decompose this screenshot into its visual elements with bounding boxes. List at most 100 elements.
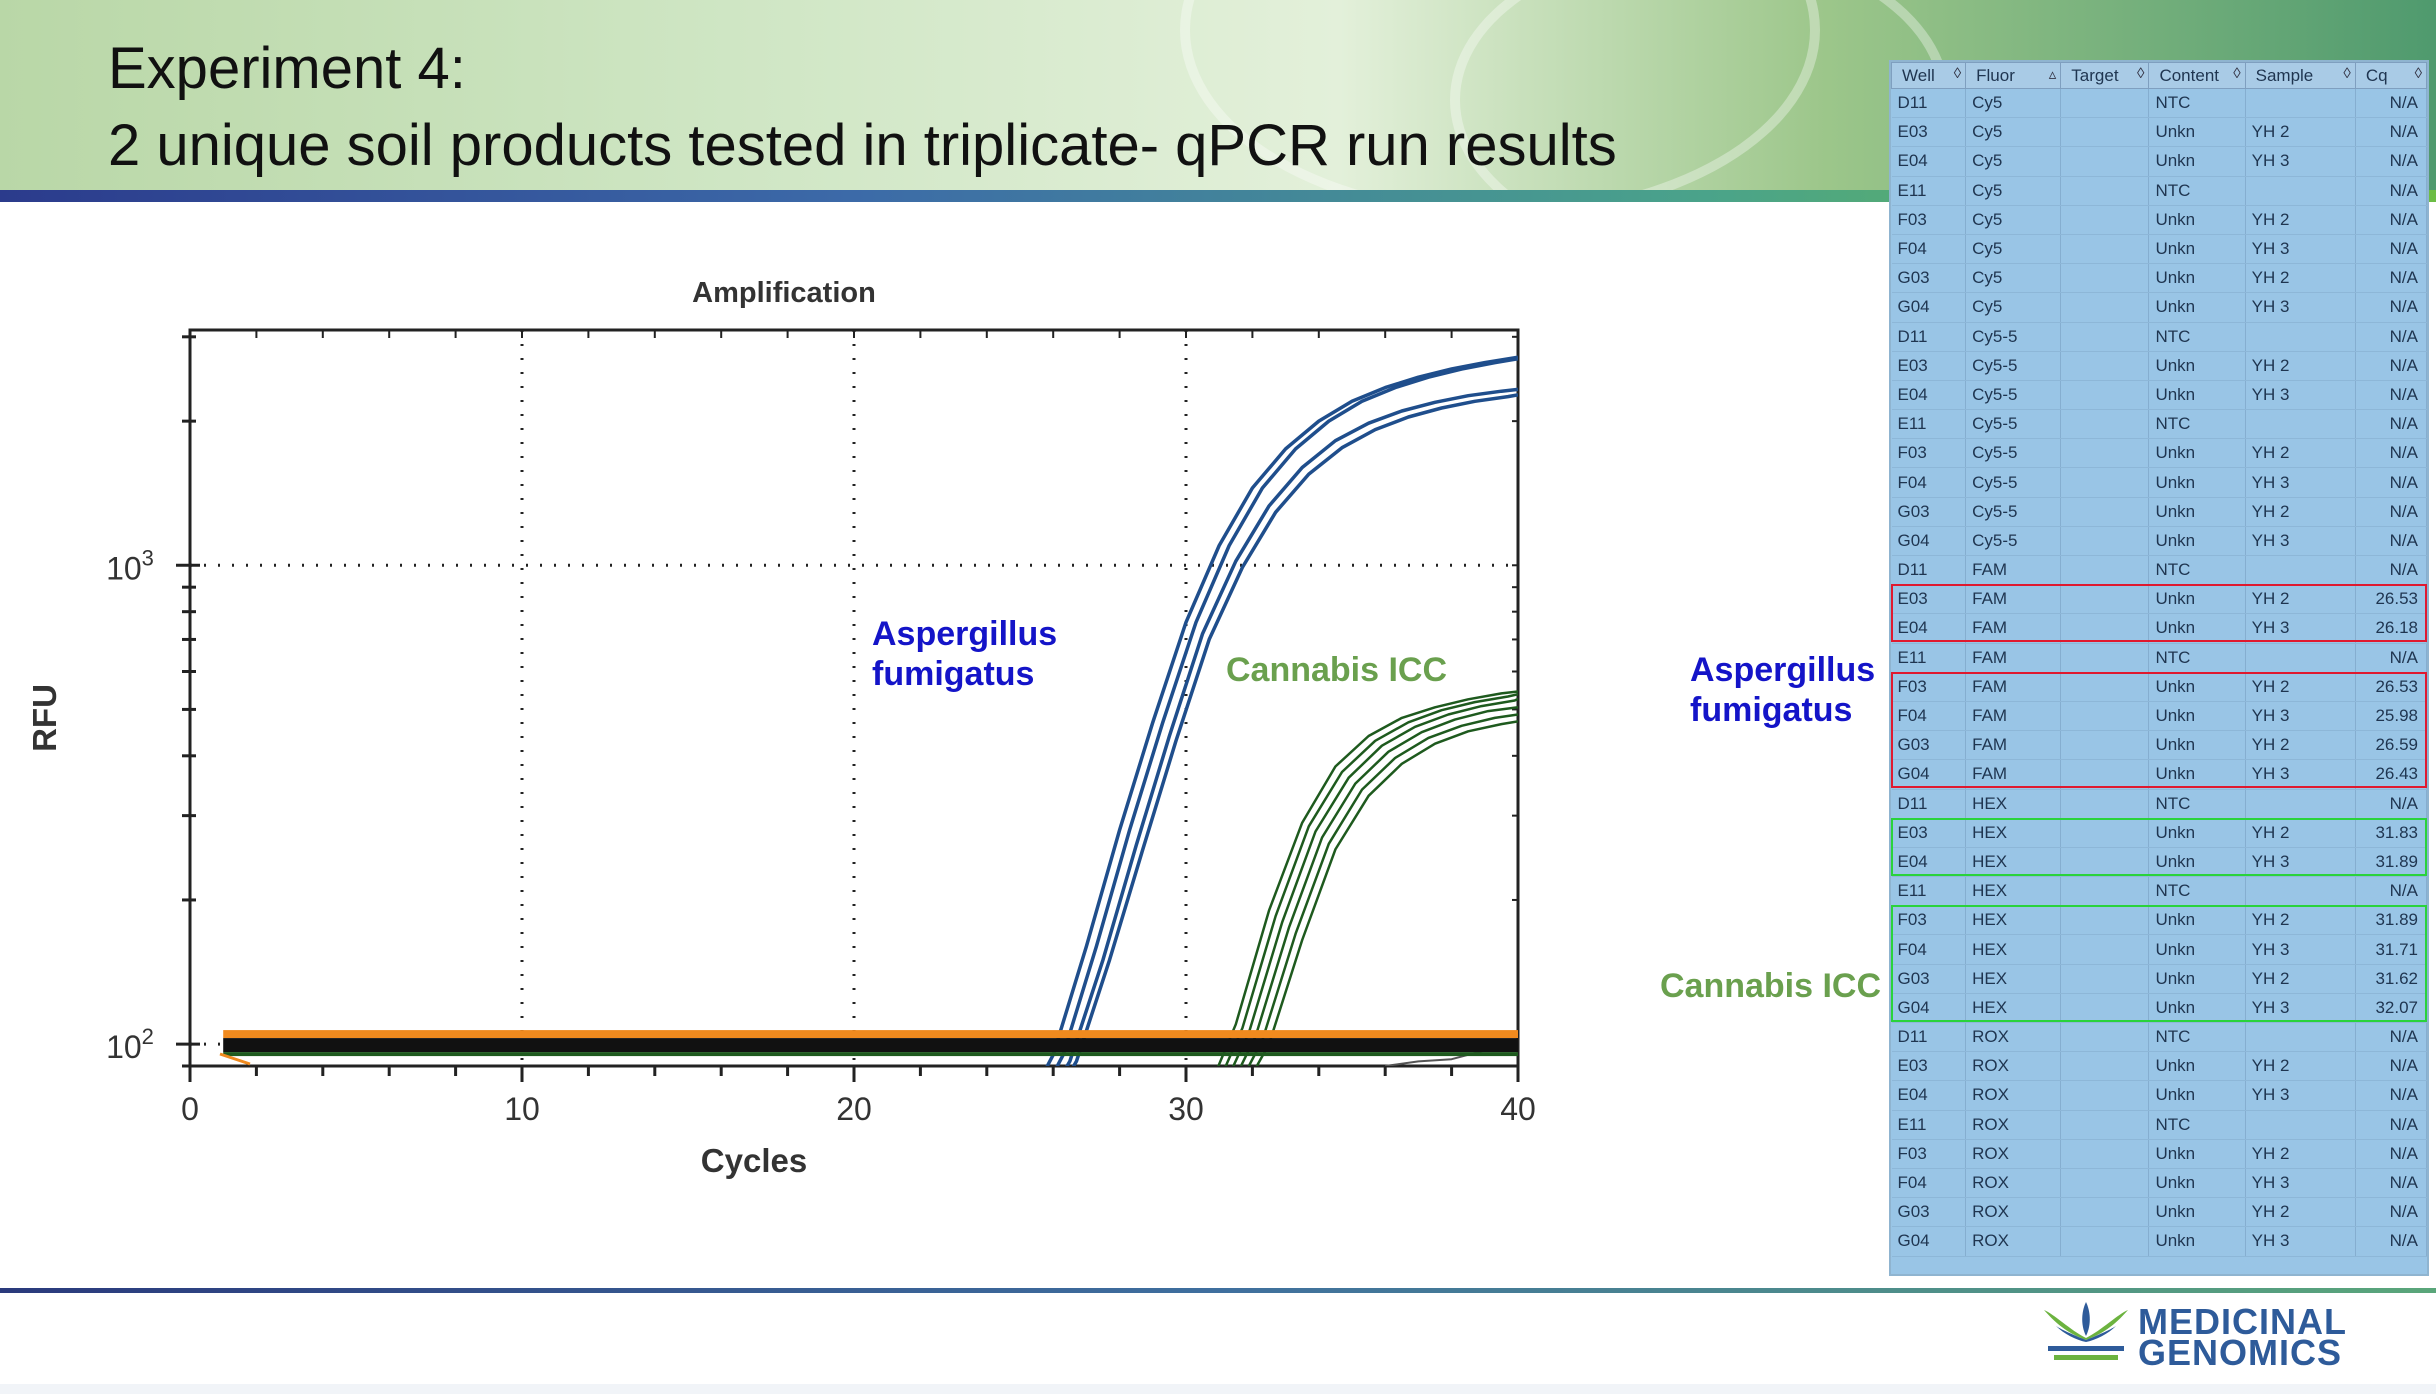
- aspergillus-table-label-line2: fumigatus: [1690, 691, 1853, 729]
- y-axis-label: RFU: [26, 684, 63, 752]
- column-header-sample[interactable]: Sample ◊: [2244, 62, 2356, 89]
- cannabis-curve: [1239, 706, 1518, 1066]
- cell-well: E04: [1891, 1080, 1967, 1111]
- x-tick-label: 20: [836, 1091, 872, 1127]
- cell-content: Unkn: [2148, 584, 2246, 615]
- table-row[interactable]: E11 FAM NTC N/A: [1891, 643, 2427, 673]
- table-row[interactable]: F04 HEX Unkn YH 3 31.71: [1891, 934, 2427, 965]
- table-row[interactable]: E04 FAM Unkn YH 3 26.18: [1891, 613, 2427, 644]
- cell-sample: YH 2: [2245, 672, 2356, 702]
- column-header-content[interactable]: Content ◊: [2148, 62, 2246, 89]
- table-row[interactable]: F03 HEX Unkn YH 2 31.89: [1891, 905, 2427, 936]
- cell-target: [2060, 146, 2150, 177]
- sort-icon[interactable]: ◊: [2414, 65, 2422, 82]
- cell-target: [2060, 438, 2150, 469]
- qpcr-results-table: Well ◊ Fluor ▵ Target ◊ Content ◊ Sample ◊ Cq ◊ D11…: [1891, 62, 2427, 1257]
- cell-content: NTC: [2148, 322, 2246, 352]
- cell-content: NTC: [2148, 176, 2246, 206]
- table-row[interactable]: D11 HEX NTC N/A: [1891, 789, 2427, 819]
- table-row[interactable]: G04 ROX Unkn YH 3 N/A: [1891, 1226, 2427, 1257]
- table-row[interactable]: F03 FAM Unkn YH 2 26.53: [1891, 672, 2427, 702]
- cell-sample: [2245, 1110, 2356, 1140]
- table-row[interactable]: F03 Cy5-5 Unkn YH 2 N/A: [1891, 438, 2427, 469]
- cell-cq: N/A: [2355, 263, 2427, 294]
- cell-well: G03: [1891, 730, 1967, 761]
- cell-target: [2060, 1139, 2150, 1169]
- cell-content: NTC: [2148, 1022, 2246, 1053]
- cell-sample: [2245, 555, 2356, 586]
- sort-icon[interactable]: ◊: [1953, 65, 1962, 82]
- sort-icon[interactable]: ▵: [2048, 66, 2057, 83]
- baseline-band-green: [223, 1052, 1518, 1057]
- sort-icon[interactable]: ◊: [2137, 65, 2145, 82]
- cell-cq: N/A: [2355, 292, 2427, 323]
- title-line-1: Experiment 4:: [108, 36, 466, 101]
- column-header-fluor[interactable]: Fluor ▵: [1965, 62, 2062, 89]
- table-row[interactable]: F04 FAM Unkn YH 3 25.98: [1891, 701, 2427, 732]
- cell-well: G04: [1891, 292, 1967, 323]
- table-row[interactable]: D11 Cy5-5 NTC N/A: [1891, 322, 2427, 352]
- table-row[interactable]: E03 HEX Unkn YH 2 31.83: [1891, 818, 2427, 848]
- table-row[interactable]: G04 Cy5-5 Unkn YH 3 N/A: [1891, 526, 2427, 557]
- cell-well: G04: [1891, 993, 1967, 1024]
- table-row[interactable]: D11 ROX NTC N/A: [1891, 1022, 2427, 1053]
- table-row[interactable]: D11 FAM NTC N/A: [1891, 555, 2427, 586]
- table-row[interactable]: E11 Cy5-5 NTC N/A: [1891, 409, 2427, 440]
- cell-sample: YH 2: [2245, 497, 2356, 527]
- cell-cq: N/A: [2355, 380, 2427, 411]
- table-row[interactable]: F04 ROX Unkn YH 3 N/A: [1891, 1168, 2427, 1199]
- cell-sample: YH 3: [2245, 292, 2356, 323]
- cell-fluor: FAM: [1965, 584, 2062, 615]
- table-row[interactable]: F03 Cy5 Unkn YH 2 N/A: [1891, 205, 2427, 235]
- table-row[interactable]: G04 Cy5 Unkn YH 3 N/A: [1891, 292, 2427, 323]
- table-row[interactable]: G03 HEX Unkn YH 2 31.62: [1891, 964, 2427, 994]
- table-row[interactable]: F04 Cy5-5 Unkn YH 3 N/A: [1891, 467, 2427, 498]
- cell-content: Unkn: [2148, 467, 2246, 498]
- cell-well: G04: [1891, 526, 1967, 557]
- table-row[interactable]: E04 Cy5 Unkn YH 3 N/A: [1891, 146, 2427, 177]
- cell-well: E03: [1891, 351, 1967, 381]
- cell-cq: 26.43: [2355, 759, 2427, 790]
- table-row[interactable]: E04 Cy5-5 Unkn YH 3 N/A: [1891, 380, 2427, 411]
- table-row[interactable]: F03 ROX Unkn YH 2 N/A: [1891, 1139, 2427, 1169]
- column-header-target[interactable]: Target ◊: [2060, 62, 2150, 89]
- cell-fluor: Cy5: [1965, 88, 2062, 119]
- table-row[interactable]: G03 FAM Unkn YH 2 26.59: [1891, 730, 2427, 761]
- cell-well: D11: [1891, 88, 1967, 119]
- cell-fluor: ROX: [1965, 1080, 2062, 1111]
- table-row[interactable]: E03 Cy5-5 Unkn YH 2 N/A: [1891, 351, 2427, 381]
- table-row[interactable]: G04 HEX Unkn YH 3 32.07: [1891, 993, 2427, 1024]
- aspergillus-curve: [1065, 387, 1518, 1066]
- column-header-cq[interactable]: Cq ◊: [2354, 62, 2427, 89]
- table-row[interactable]: D11 Cy5 NTC N/A: [1891, 88, 2427, 119]
- table-row[interactable]: E04 ROX Unkn YH 3 N/A: [1891, 1080, 2427, 1111]
- table-row[interactable]: E11 Cy5 NTC N/A: [1891, 176, 2427, 206]
- cell-content: NTC: [2148, 789, 2246, 819]
- aspergillus-chart-label-line2: fumigatus: [872, 655, 1035, 693]
- cell-content: Unkn: [2148, 847, 2246, 878]
- table-row[interactable]: E03 ROX Unkn YH 2 N/A: [1891, 1051, 2427, 1082]
- table-row[interactable]: G03 Cy5 Unkn YH 2 N/A: [1891, 263, 2427, 294]
- cell-target: [2060, 497, 2150, 527]
- cell-cq: 31.89: [2355, 905, 2427, 936]
- cell-fluor: HEX: [1965, 905, 2062, 936]
- cell-sample: YH 2: [2245, 964, 2356, 994]
- cell-cq: N/A: [2355, 555, 2427, 586]
- table-row[interactable]: G03 Cy5-5 Unkn YH 2 N/A: [1891, 497, 2427, 527]
- table-row[interactable]: E04 HEX Unkn YH 3 31.89: [1891, 847, 2427, 878]
- column-header-well[interactable]: Well ◊: [1891, 62, 1967, 89]
- table-row[interactable]: G03 ROX Unkn YH 2 N/A: [1891, 1197, 2427, 1228]
- table-row[interactable]: E03 Cy5 Unkn YH 2 N/A: [1891, 117, 2427, 148]
- table-row[interactable]: E11 HEX NTC N/A: [1891, 876, 2427, 907]
- table-row[interactable]: G04 FAM Unkn YH 3 26.43: [1891, 759, 2427, 790]
- table-row[interactable]: E11 ROX NTC N/A: [1891, 1110, 2427, 1140]
- table-row[interactable]: E03 FAM Unkn YH 2 26.53: [1891, 584, 2427, 615]
- cell-target: [2060, 263, 2150, 294]
- table-row[interactable]: F04 Cy5 Unkn YH 3 N/A: [1891, 234, 2427, 265]
- cell-target: [2060, 643, 2150, 673]
- sort-icon[interactable]: ◊: [2233, 65, 2241, 82]
- sort-icon[interactable]: ◊: [2343, 65, 2351, 82]
- cell-fluor: Cy5-5: [1965, 497, 2062, 527]
- cell-target: [2060, 555, 2150, 586]
- cell-content: Unkn: [2148, 438, 2246, 469]
